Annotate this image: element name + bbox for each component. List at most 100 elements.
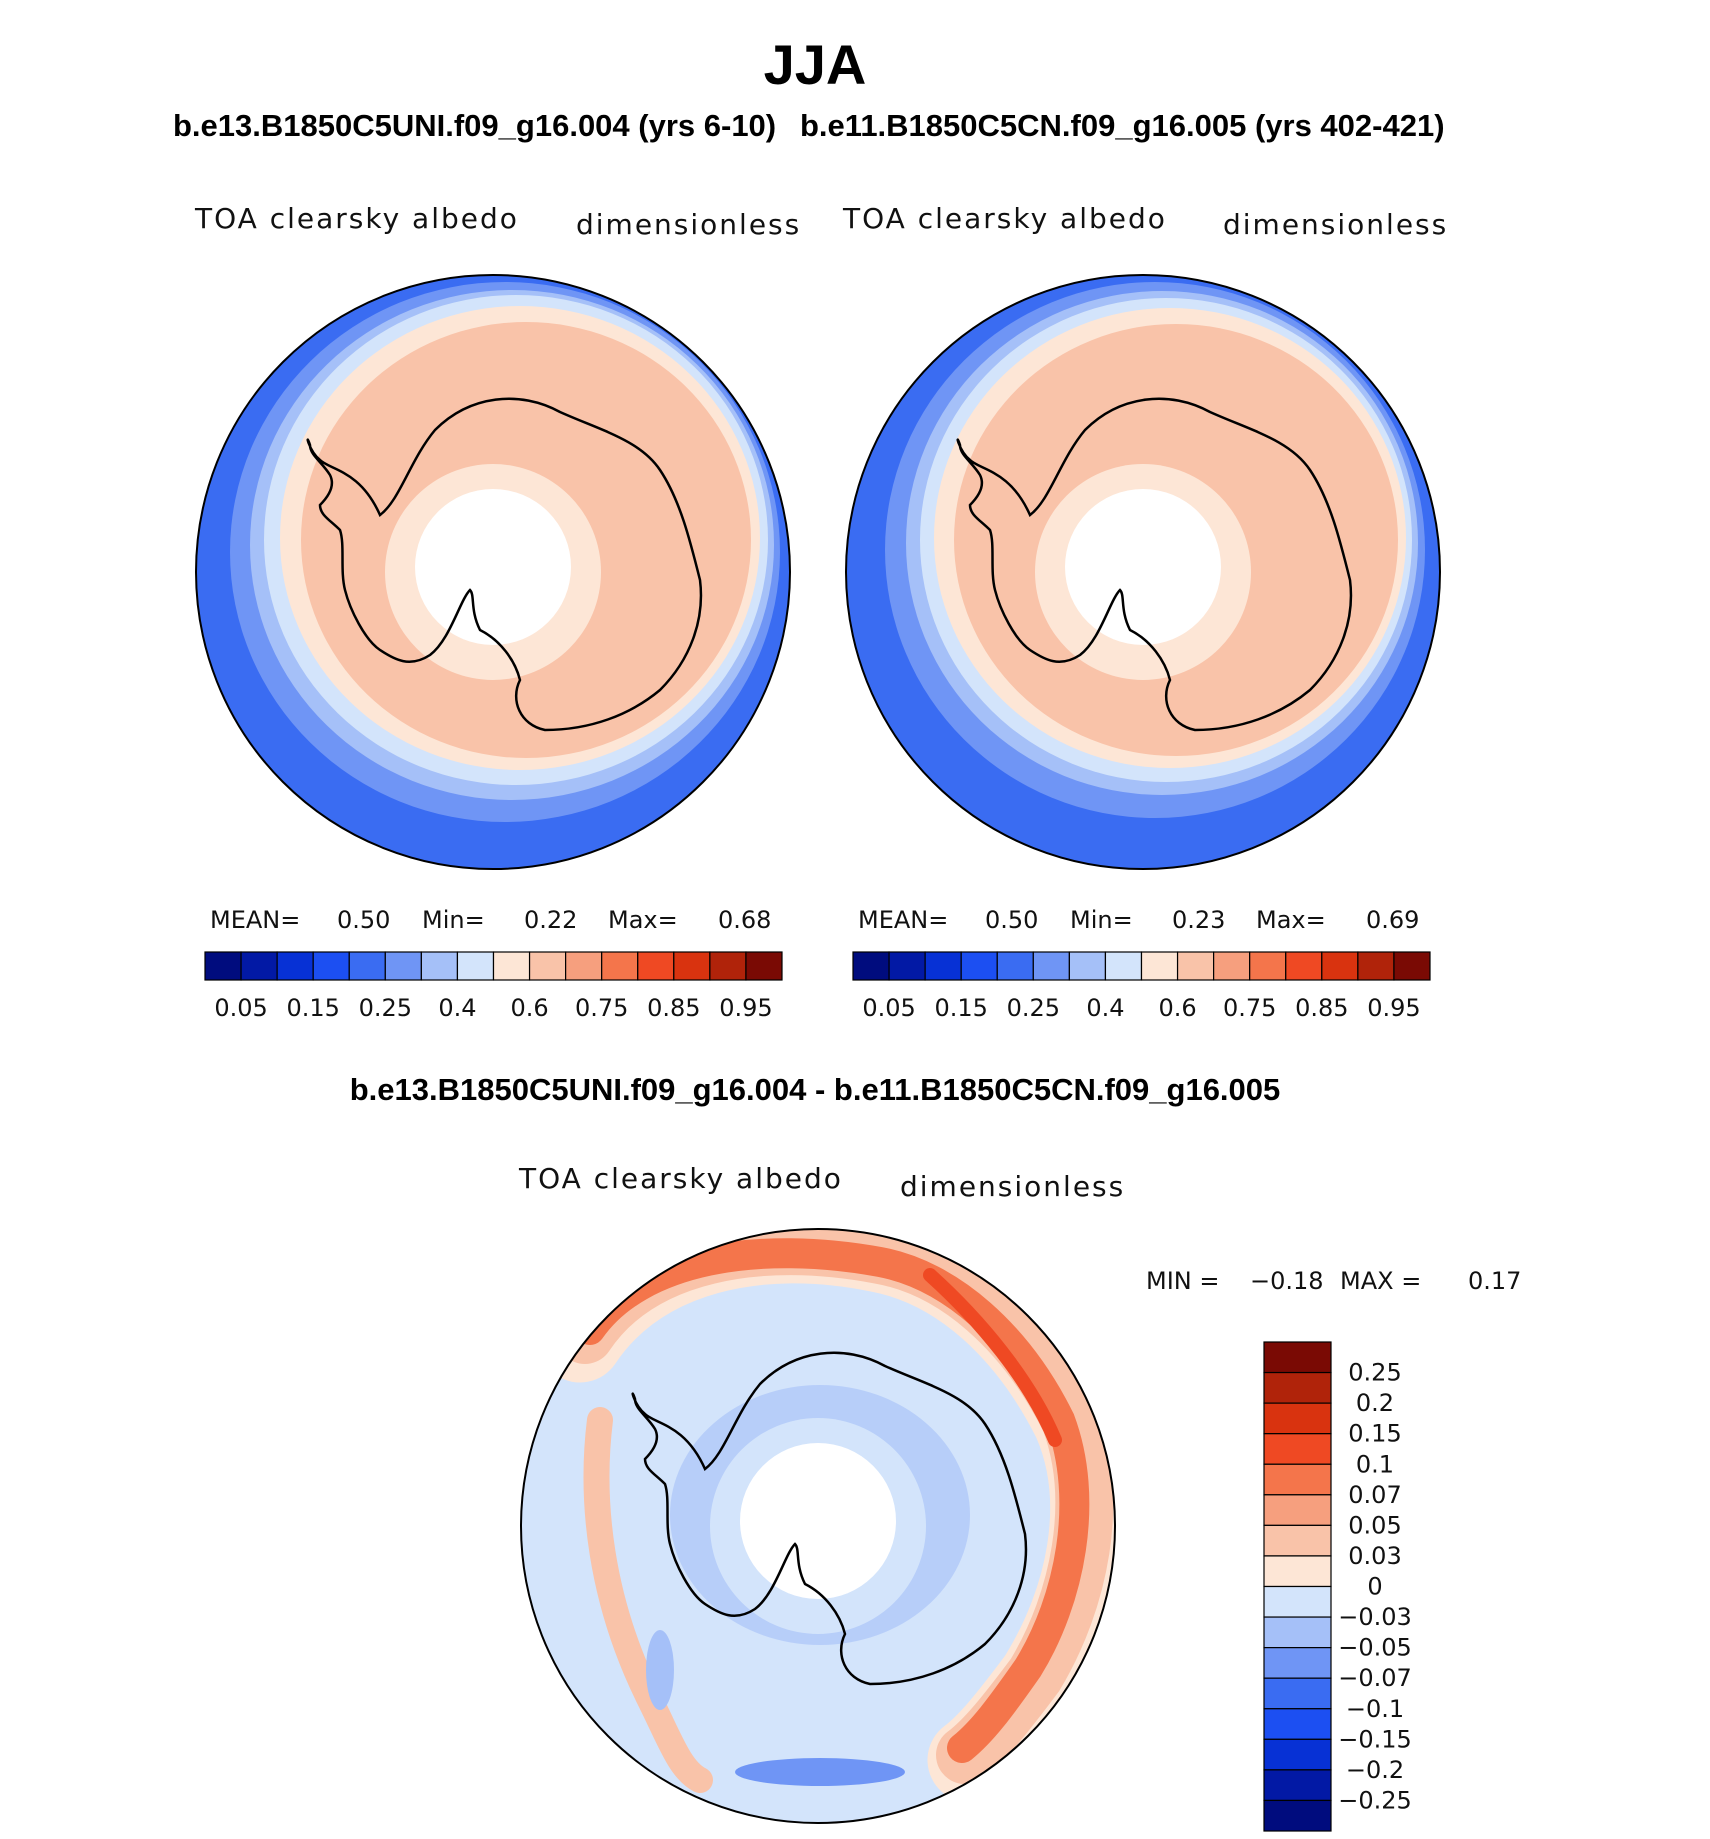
diff-map [521,1229,1115,1823]
colorbar-swatch-12 [1263,1708,1332,1740]
colorbar-swatch-13 [1263,1738,1332,1771]
colorbar-swatch-14 [709,951,747,981]
colorbar-tick-label: −0.15 [1338,1725,1412,1753]
diff-max-label: MAX = [1340,1267,1422,1295]
diff-min-value: −0.18 [1250,1267,1324,1295]
colorbar-tick-label: 0.95 [719,994,772,1022]
colorbar-tick-label: 0.15 [1348,1420,1401,1448]
colorbar-tick-label: 0.85 [1295,994,1348,1022]
colorbar-swatch-2 [276,951,314,981]
panel-1-max-value: 0.68 [718,906,772,934]
colorbar-tick-label: 0.07 [1348,1481,1401,1509]
p1-pole-hole [415,489,571,645]
colorbar-swatch-15 [1393,951,1431,981]
colorbar-swatch-5 [1263,1494,1332,1526]
colorbar-swatch-12 [637,951,675,981]
colorbar-swatch-8 [492,951,531,981]
colorbar-tick-label: 0.05 [214,994,267,1022]
diff-panel-title: b.e13.B1850C5UNI.f09_g16.004 - b.e11.B18… [349,1072,1281,1107]
panel-2-max-label: Max= [1256,906,1326,934]
colorbar-tick-label: 0.4 [1086,994,1124,1022]
panel-2-title: b.e11.B1850C5CN.f09_g16.005 (yrs 402-421… [800,108,1445,143]
colorbar-tick-label: 0.05 [1348,1511,1401,1539]
colorbar-tick-label: 0.1 [1356,1450,1394,1478]
colorbar-swatch-6 [1263,1524,1332,1557]
colorbar-swatch-11 [601,951,639,981]
colorbar-swatch-3 [1263,1433,1332,1465]
colorbar-swatch-7 [456,951,495,981]
d-negative-west-patch [646,1630,674,1710]
colorbar-tick-label: −0.1 [1346,1695,1404,1723]
p2-map-border [845,274,1441,870]
colorbar-tick-label: 0.6 [510,994,548,1022]
colorbar-swatch-6 [1068,951,1107,981]
colorbar-swatch-3 [312,951,350,981]
colorbar-tick-label: 0.05 [862,994,915,1022]
panel-1-map [196,275,790,869]
colorbar-swatch-10 [1263,1647,1332,1679]
colorbar-swatch-13 [1321,951,1359,981]
colorbar-swatch-5 [384,951,422,981]
diff-max-value: 0.17 [1468,1267,1522,1295]
panel-2-colorbar: 0.05 0.15 0.25 0.4 0.6 0.75 0.85 0.95 [852,951,1431,1022]
panel-2-mean-label: MEAN= [858,906,949,934]
diff-variable-label: TOA clearsky albedo [519,1162,843,1195]
colorbar-swatch-15 [1263,1799,1332,1832]
panel-2-units-label: dimensionless [1223,208,1449,241]
colorbar-tick-label: −0.05 [1338,1634,1412,1662]
colorbar-tick-label: 0.6 [1158,994,1196,1022]
colorbar-swatch-1 [1263,1371,1332,1404]
colorbar-swatch-13 [673,951,711,981]
panel-1-min-value: 0.22 [524,906,578,934]
colorbar-tick-label: 0.15 [286,994,339,1022]
panel-2-min-label: Min= [1070,906,1133,934]
d-negative-south-patch [735,1758,905,1786]
colorbar-tick-label: −0.2 [1346,1756,1404,1784]
colorbar-swatch-4 [996,951,1034,981]
panel-1-min-label: Min= [422,906,485,934]
colorbar-swatch-10 [565,951,603,981]
panel-2-map [846,275,1440,869]
panel-2-variable-label: TOA clearsky albedo [843,202,1167,235]
colorbar-swatch-12 [1285,951,1323,981]
panel-1-mean-label: MEAN= [210,906,301,934]
d-positive-west-arc [583,1407,713,1793]
colorbar-swatch-14 [1263,1769,1332,1802]
colorbar-tick-label: 0.25 [1348,1359,1401,1387]
panel-2-max-value: 0.69 [1366,906,1420,934]
d-positive-arc-core [923,1268,1062,1447]
colorbar-tick-label: 0.25 [359,994,412,1022]
diff-map-border [520,1228,1116,1824]
colorbar-swatch-0 [852,951,890,981]
p1-map-border [195,274,791,870]
colorbar-swatch-1 [240,951,278,981]
colorbar-swatch-7 [1104,951,1143,981]
diff-min-label: MIN = [1146,1267,1220,1295]
panel-1-max-label: Max= [608,906,678,934]
colorbar-swatch-14 [1357,951,1395,981]
colorbar-swatch-2 [924,951,962,981]
colorbar-tick-label: 0.15 [934,994,987,1022]
colorbar-swatch-4 [1263,1463,1332,1496]
colorbar-swatch-15 [745,951,783,981]
colorbar-swatch-11 [1263,1677,1332,1710]
colorbar-swatch-9 [1263,1616,1332,1649]
panel-1-units-label: dimensionless [576,208,802,241]
panel-2-min-value: 0.23 [1172,906,1226,934]
colorbar-tick-label: 0.75 [1223,994,1276,1022]
colorbar-tick-label: 0.95 [1367,994,1420,1022]
colorbar-tick-label: 0 [1367,1573,1382,1601]
panel-1-mean-value: 0.50 [337,906,391,934]
colorbar-tick-label: 0.03 [1348,1542,1401,1570]
colorbar-swatch-6 [420,951,459,981]
colorbar-swatch-2 [1263,1402,1332,1435]
colorbar-tick-label: −0.07 [1338,1664,1412,1692]
colorbar-tick-label: 0.85 [647,994,700,1022]
colorbar-swatch-9 [1176,951,1215,981]
colorbar-tick-label: 0.2 [1356,1389,1394,1417]
page-title: JJA [763,33,867,96]
panel-1-variable-label: TOA clearsky albedo [195,202,519,235]
colorbar-tick-label: 0.75 [575,994,628,1022]
panel-1-title: b.e13.B1850C5UNI.f09_g16.004 (yrs 6-10) [173,108,777,143]
